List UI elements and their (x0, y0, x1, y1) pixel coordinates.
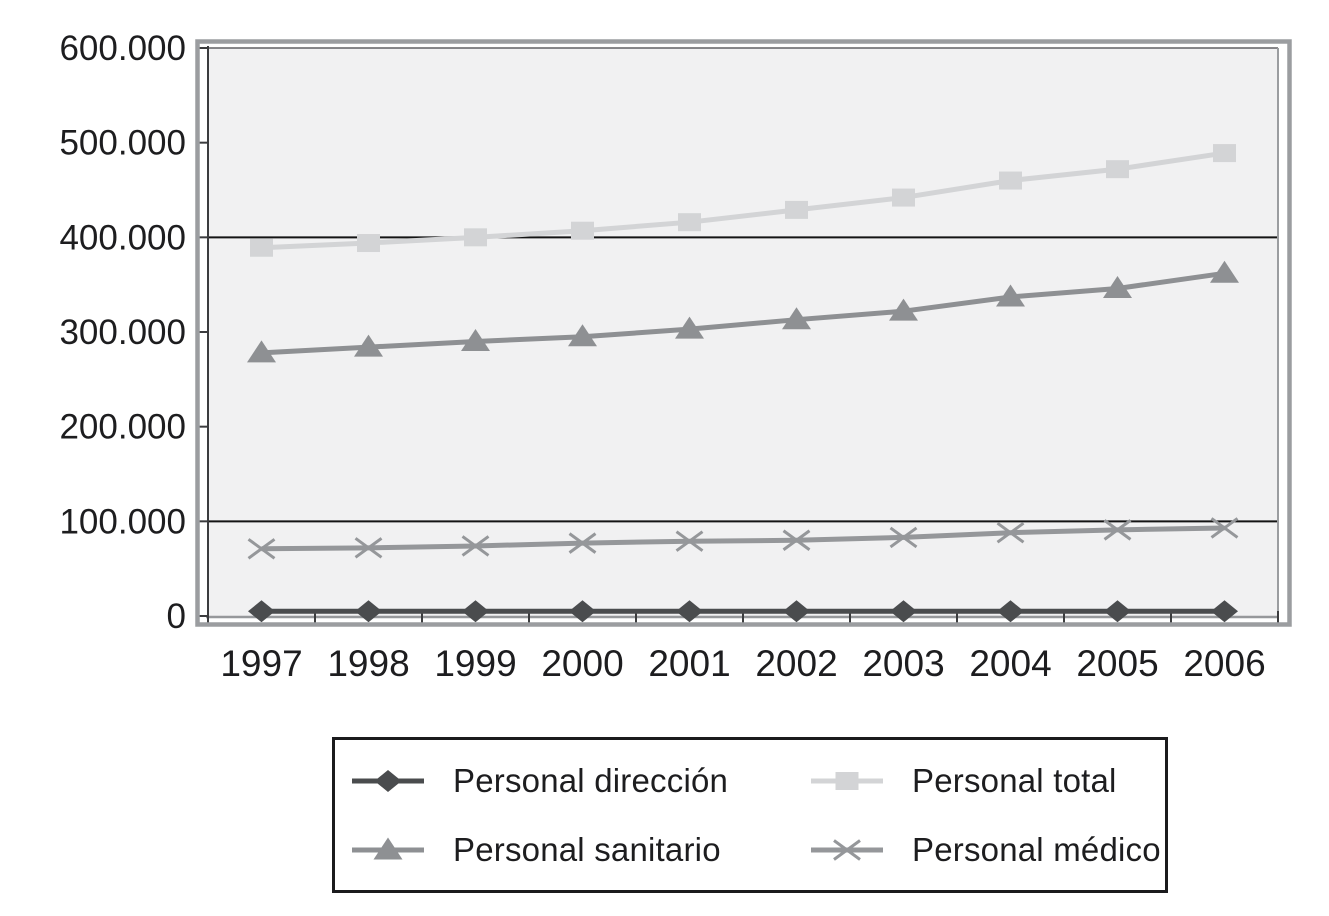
legend-item-personal-medico: Personal médico (810, 831, 1161, 869)
y-axis-label: 500.000 (59, 124, 186, 163)
marker-triangle (247, 340, 276, 363)
marker-diamond (569, 600, 596, 623)
marker-square (571, 221, 594, 240)
marker-diamond (890, 600, 917, 623)
x-axis-label: 2001 (648, 643, 730, 684)
marker-x (568, 532, 597, 554)
series-line (261, 150, 1225, 251)
marker-diamond (248, 600, 275, 623)
marker-square (785, 200, 808, 219)
marker-diamond (783, 600, 810, 623)
marker-diamond (997, 600, 1024, 623)
marker-triangle (461, 328, 490, 351)
y-axis-label: 100.000 (59, 502, 186, 541)
legend-item-personal-total: Personal total (810, 762, 1161, 800)
marker-square (678, 213, 701, 232)
marker-triangle (996, 284, 1025, 307)
y-axis-label: 600.000 (59, 29, 186, 68)
y-axis-label: 300.000 (59, 313, 186, 352)
marker-square (835, 771, 859, 790)
medico-x-marker-icon (811, 838, 883, 861)
legend-label: Personal médico (912, 830, 1161, 868)
marker-square (357, 234, 380, 253)
legend-item-personal-direccion: Personal dirección (351, 762, 810, 800)
marker-square (1106, 160, 1129, 179)
marker-square (464, 228, 487, 247)
x-axis-label: 2000 (541, 643, 623, 684)
x-axis-label: 1998 (327, 643, 409, 684)
marker-x (461, 535, 490, 557)
marker-x (833, 838, 861, 861)
marker-x (354, 537, 383, 559)
x-axis-label: 1999 (434, 643, 516, 684)
legend-label: Personal sanitario (453, 830, 721, 868)
marker-x (782, 529, 811, 551)
marker-triangle (1210, 260, 1239, 283)
marker-x (675, 530, 704, 552)
marker-triangle (568, 324, 597, 347)
direccion-diamond-marker-icon (352, 769, 424, 792)
x-axis-label: 1997 (220, 643, 302, 684)
marker-x (1210, 517, 1239, 539)
legend-label: Personal dirección (453, 761, 729, 799)
marker-triangle (1103, 275, 1132, 298)
marker-triangle (675, 316, 704, 339)
x-axis-label: 2004 (969, 643, 1051, 684)
marker-diamond (355, 600, 382, 623)
series-line (261, 270, 1225, 356)
x-axis-label: 2006 (1183, 643, 1265, 684)
legend-item-personal-sanitario: Personal sanitario (351, 831, 810, 869)
marker-triangle (354, 334, 383, 357)
marker-x (1103, 519, 1132, 541)
series-personal-direcci-n (248, 600, 1238, 623)
marker-x (889, 526, 918, 549)
marker-triangle (782, 307, 811, 330)
marker-triangle (373, 837, 403, 859)
marker-diamond (1104, 600, 1131, 623)
sanitario-triangle-marker-icon (352, 837, 424, 859)
x-axis-label: 2002 (755, 643, 837, 684)
y-axis-label: 400.000 (59, 218, 186, 257)
total-square-marker-icon (811, 771, 883, 790)
line-chart: 600.000 500.000 400.000 300.000 200.000 100.0… (59, 29, 1292, 684)
x-axis-label: 2005 (1076, 643, 1158, 684)
marker-triangle (889, 298, 918, 321)
marker-square (999, 171, 1022, 190)
marker-diamond (676, 600, 703, 623)
marker-square (892, 188, 915, 207)
y-axis-label: 0 (167, 597, 186, 636)
chart-frame (195, 39, 1292, 627)
marker-diamond (1211, 600, 1238, 623)
marker-diamond (374, 769, 402, 792)
marker-diamond (462, 600, 489, 623)
marker-x (996, 521, 1025, 544)
marker-x (247, 538, 276, 560)
series-personal-m-dico (247, 517, 1239, 560)
legend: Personal dirección Personal total Person… (332, 737, 1168, 893)
legend-label: Personal total (912, 761, 1117, 799)
marker-square (250, 238, 273, 257)
series-personal-sanitario (247, 260, 1239, 363)
marker-square (1213, 144, 1236, 163)
y-axis-label: 200.000 (59, 408, 186, 447)
series-line (261, 525, 1225, 552)
x-axis-label: 2003 (862, 643, 944, 684)
series-personal-total (250, 144, 1236, 257)
